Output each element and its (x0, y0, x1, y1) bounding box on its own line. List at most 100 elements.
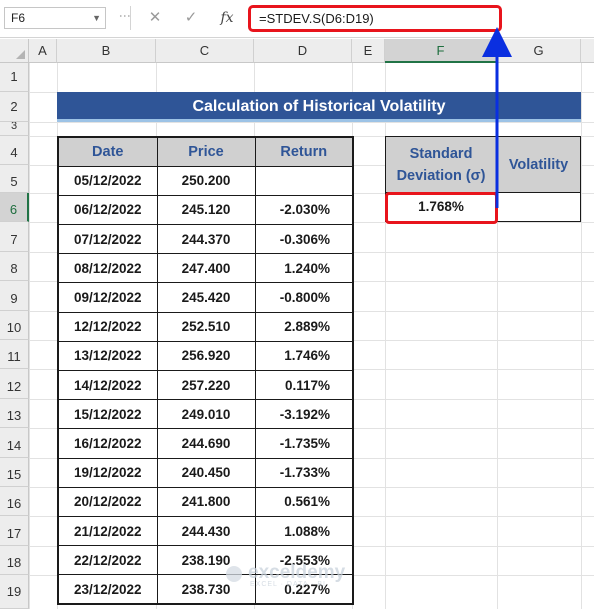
table-row: 08/12/2022 247.400 1.240% (57, 253, 354, 284)
chevron-down-icon[interactable]: ▼ (92, 13, 101, 23)
table-row: 23/12/2022 238.730 0.227% (57, 574, 354, 605)
select-all-button[interactable] (0, 39, 29, 63)
row-header-12[interactable]: 12 (0, 369, 29, 399)
header-volatility[interactable]: Volatility (497, 136, 581, 193)
table-row: 06/12/2022 245.120 -2.030% (57, 194, 354, 226)
row-header-1[interactable]: 1 (0, 63, 29, 92)
cell-date[interactable]: 07/12/2022 (57, 224, 158, 255)
cell-date[interactable]: 06/12/2022 (57, 194, 158, 226)
more-options-icon[interactable]: ⋮ (118, 10, 132, 21)
row-header-11[interactable]: 11 (0, 340, 29, 369)
column-header-c[interactable]: C (156, 39, 254, 63)
column-header-e[interactable]: E (352, 39, 385, 63)
cell-return[interactable]: 1.240% (254, 253, 354, 284)
grid-line (29, 122, 594, 123)
column-header-f[interactable]: F (385, 39, 497, 63)
cell-return[interactable]: -2.553% (254, 545, 354, 576)
cell-return[interactable]: -2.030% (254, 194, 354, 226)
cell-date[interactable]: 14/12/2022 (57, 369, 158, 401)
header-return[interactable]: Return (254, 136, 354, 167)
row-header-4[interactable]: 4 (0, 136, 29, 165)
row-header-15[interactable]: 15 (0, 458, 29, 487)
cell-return[interactable]: 1.088% (254, 515, 354, 547)
header-std-line2: Deviation (σ) (396, 168, 486, 184)
header-date[interactable]: Date (57, 136, 158, 167)
row-header-2[interactable]: 2 (0, 92, 29, 122)
row-header-14[interactable]: 14 (0, 428, 29, 458)
cell-return[interactable]: 0.561% (254, 486, 354, 517)
cell-date[interactable]: 22/12/2022 (57, 545, 158, 576)
cell-price[interactable]: 240.450 (156, 457, 256, 488)
insert-function-icon[interactable]: fx (220, 10, 234, 26)
table-row: 09/12/2022 245.420 -0.800% (57, 282, 354, 313)
watermark-tagline: EXCEL · DATA · BI (250, 581, 326, 588)
row-header-6[interactable]: 6 (0, 193, 29, 222)
exceldemy-logo-icon (226, 566, 242, 582)
formula-bar: F6 ▼ ⋮ ✕ ✓ fx =STDEV.S(D6:D19) (0, 0, 594, 38)
name-box[interactable]: F6 ▼ (4, 7, 106, 29)
watermark-name: exceldemy (248, 562, 346, 583)
cell-return[interactable]: 0.117% (254, 369, 354, 401)
cell-date[interactable]: 23/12/2022 (57, 574, 158, 605)
cell-price[interactable]: 244.690 (156, 428, 256, 459)
header-price[interactable]: Price (156, 136, 256, 167)
grid-line (385, 63, 386, 609)
grid-line (497, 63, 498, 609)
formula-input[interactable]: =STDEV.S(D6:D19) (248, 5, 502, 32)
cell-return[interactable]: 1.746% (254, 340, 354, 372)
cancel-icon[interactable]: ✕ (148, 9, 162, 26)
cell-price[interactable]: 256.920 (156, 340, 256, 372)
table-row: 20/12/2022 241.800 0.561% (57, 486, 354, 517)
cell-date[interactable]: 13/12/2022 (57, 340, 158, 372)
row-header-17[interactable]: 17 (0, 516, 29, 546)
column-header-h[interactable] (581, 39, 594, 63)
row-header-7[interactable]: 7 (0, 222, 29, 252)
column-header-a[interactable]: A (29, 39, 57, 63)
table-row: 13/12/2022 256.920 1.746% (57, 340, 354, 372)
cell-date[interactable]: 16/12/2022 (57, 428, 158, 459)
cell-return[interactable] (254, 165, 354, 196)
cell-return[interactable]: -0.800% (254, 282, 354, 313)
table-row: 22/12/2022 238.190 -2.553% (57, 545, 354, 576)
cell-date[interactable]: 19/12/2022 (57, 457, 158, 488)
cell-date[interactable]: 12/12/2022 (57, 311, 158, 342)
enter-icon[interactable]: ✓ (184, 9, 198, 26)
row-header-8[interactable]: 8 (0, 252, 29, 281)
cell-date[interactable]: 21/12/2022 (57, 515, 158, 547)
grid-line (581, 63, 582, 609)
formula-bar-divider (130, 6, 131, 30)
row-header-18[interactable]: 18 (0, 546, 29, 575)
header-standard-deviation[interactable]: Standard Deviation (σ) (385, 136, 497, 193)
name-box-value: F6 (11, 11, 26, 25)
column-header-d[interactable]: D (254, 39, 352, 63)
cell-return[interactable]: -1.733% (254, 457, 354, 488)
watermark: exceldemy EXCEL · DATA · BI (228, 562, 345, 588)
cell-price[interactable]: 245.420 (156, 282, 256, 313)
cell-price[interactable]: 241.800 (156, 486, 256, 517)
price-return-table: Date Price Return 05/12/2022 250.200 06/12… (57, 136, 354, 605)
row-header-13[interactable]: 13 (0, 399, 29, 428)
table-row: 19/12/2022 240.450 -1.733% (57, 457, 354, 488)
cell-date[interactable]: 09/12/2022 (57, 282, 158, 313)
column-header-b[interactable]: B (57, 39, 156, 63)
cell-return[interactable]: 2.889% (254, 311, 354, 342)
volatility-value-cell[interactable] (497, 193, 581, 222)
row-header-16[interactable]: 16 (0, 487, 29, 516)
row-header-19[interactable]: 19 (0, 575, 29, 609)
table-row: 16/12/2022 244.690 -1.735% (57, 428, 354, 459)
cell-return[interactable]: 0.227% (254, 574, 354, 605)
cell-price[interactable]: 244.370 (156, 224, 256, 255)
header-std-line1: Standard (409, 146, 473, 162)
table-row: 05/12/2022 250.200 (57, 165, 354, 196)
row-header-10[interactable]: 10 (0, 311, 29, 340)
row-header-5[interactable]: 5 (0, 165, 29, 193)
cell-return[interactable]: -3.192% (254, 399, 354, 430)
cell-price[interactable]: 252.510 (156, 311, 256, 342)
cell-date[interactable]: 20/12/2022 (57, 486, 158, 517)
cell-price[interactable]: 247.400 (156, 253, 256, 284)
cell-return[interactable]: -1.735% (254, 428, 354, 459)
row-header-9[interactable]: 9 (0, 281, 29, 311)
table-row: 07/12/2022 244.370 -0.306% (57, 224, 354, 255)
row-header-3[interactable]: 3 (0, 122, 29, 136)
